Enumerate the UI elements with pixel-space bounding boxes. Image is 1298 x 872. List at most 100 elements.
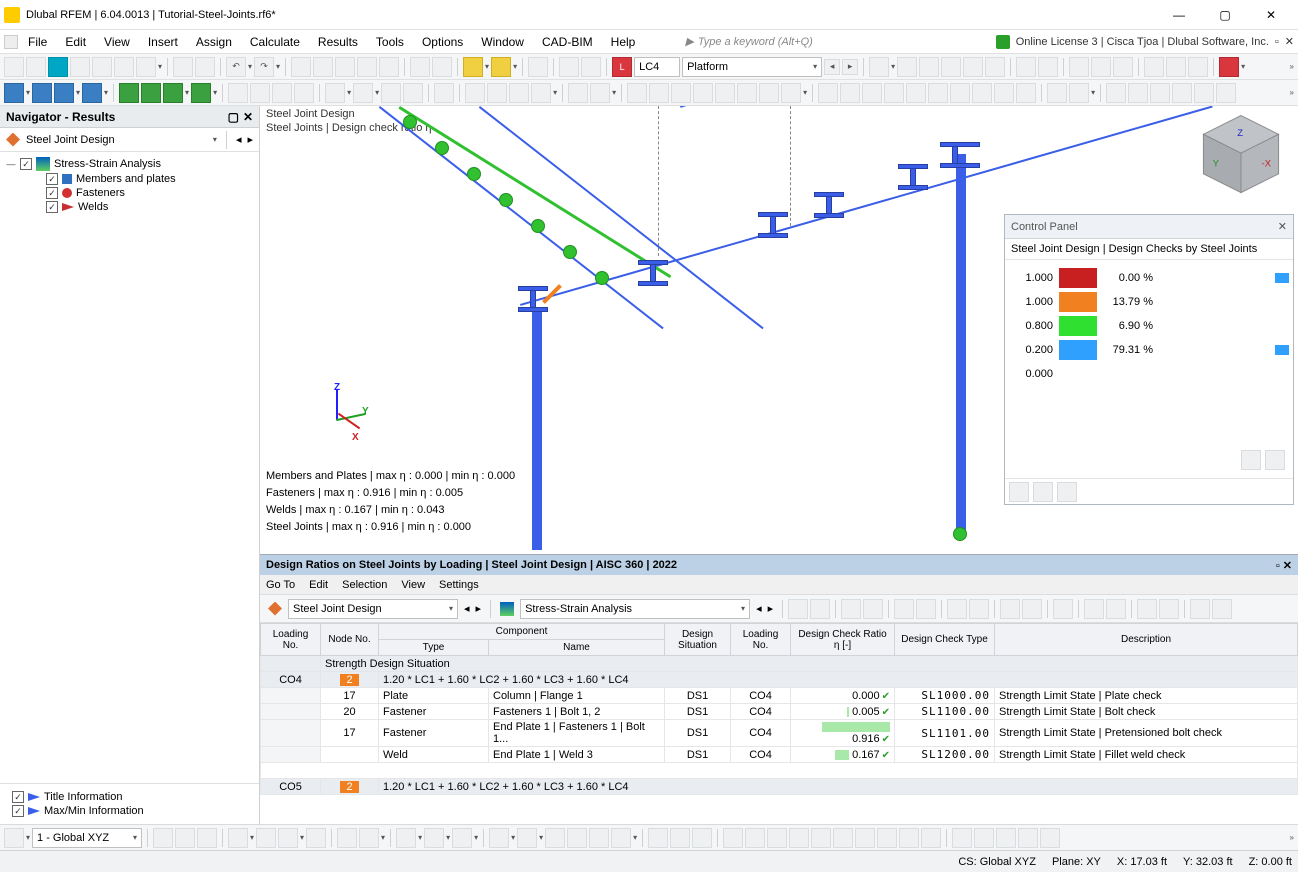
tb-icon[interactable] [568, 83, 588, 103]
tb-icon[interactable] [715, 83, 735, 103]
panel-tab-icon[interactable] [1009, 482, 1029, 502]
table-row[interactable]: 17FastenerEnd Plate 1 | Fasteners 1 | Bo… [261, 720, 1298, 747]
tb-icon[interactable] [1144, 57, 1164, 77]
menu-results[interactable]: Results [310, 33, 366, 51]
tb-icon[interactable] [611, 828, 631, 848]
prev-icon[interactable]: ◂ [464, 602, 470, 615]
tb-icon[interactable] [313, 57, 333, 77]
tb-icon[interactable] [396, 828, 416, 848]
restore-icon[interactable]: ▫ [1276, 560, 1280, 572]
results-table[interactable]: Loading No. Node No. Component Design Si… [260, 623, 1298, 826]
maximize-button[interactable]: ▢ [1202, 0, 1248, 30]
res-menu-settings[interactable]: Settings [439, 579, 479, 591]
tb-icon[interactable] [723, 828, 743, 848]
tb-icon[interactable] [1022, 599, 1042, 619]
tb-icon[interactable] [767, 828, 787, 848]
tb-icon[interactable] [1113, 57, 1133, 77]
tb-icon[interactable] [994, 83, 1014, 103]
tb-undo-icon[interactable]: ↶ [226, 57, 246, 77]
tb-icon[interactable] [781, 83, 801, 103]
tb-icon[interactable] [906, 83, 926, 103]
tb-icon[interactable] [4, 83, 24, 103]
tb-icon[interactable] [250, 83, 270, 103]
loadcase-combo-name[interactable]: Platform▾ [682, 57, 822, 77]
tb-icon[interactable] [693, 83, 713, 103]
tb-icon[interactable] [567, 828, 587, 848]
close-icon[interactable]: ✕ [243, 110, 253, 124]
tree-item-members[interactable]: ✓ Members and plates [4, 172, 255, 186]
tb-icon[interactable] [1016, 83, 1036, 103]
tb-icon[interactable] [884, 83, 904, 103]
tb-icon[interactable] [424, 828, 444, 848]
tb-icon[interactable] [996, 828, 1016, 848]
close-icon[interactable]: ✕ [1283, 560, 1292, 572]
menu-view[interactable]: View [96, 33, 138, 51]
tb-icon[interactable] [648, 828, 668, 848]
tb-icon[interactable] [963, 57, 983, 77]
menu-options[interactable]: Options [414, 33, 471, 51]
tb-icon[interactable] [745, 828, 765, 848]
tb-icon[interactable] [353, 83, 373, 103]
tb-icon[interactable] [897, 57, 917, 77]
tb-icon[interactable] [810, 599, 830, 619]
tb-icon[interactable] [869, 57, 889, 77]
res-menu-selection[interactable]: Selection [342, 579, 387, 591]
close-icon[interactable]: ✕ [1278, 220, 1287, 233]
tb-icon[interactable] [855, 828, 875, 848]
tb-icon[interactable] [841, 599, 861, 619]
tb-icon[interactable] [789, 828, 809, 848]
toolbar-overflow-icon[interactable]: » [1290, 62, 1294, 71]
tb-icon[interactable] [670, 828, 690, 848]
tb-icon[interactable] [1159, 599, 1179, 619]
tb-icon[interactable] [1069, 57, 1089, 77]
tb-icon[interactable] [1219, 57, 1239, 77]
tb-icon[interactable] [1018, 828, 1038, 848]
tree-item-welds[interactable]: ✓ Welds [4, 200, 255, 214]
keyword-search[interactable]: ▶ Type a keyword (Alt+Q) [685, 35, 813, 48]
tb-prev-icon[interactable]: ◂ [824, 59, 840, 75]
app-menu-icon[interactable] [4, 35, 18, 49]
table-row[interactable]: CO421.20 * LC1 + 1.60 * LC2 + 1.60 * LC3… [261, 672, 1298, 688]
tb-icon[interactable] [359, 828, 379, 848]
tb-icon[interactable] [452, 828, 472, 848]
tb-icon[interactable] [465, 83, 485, 103]
tb-save-icon[interactable] [114, 57, 134, 77]
col-ds[interactable]: Design Situation [665, 624, 731, 656]
tb-icon[interactable] [974, 828, 994, 848]
tree-root[interactable]: — ✓ Stress-Strain Analysis [4, 156, 255, 172]
pin-icon[interactable]: ▢ [228, 110, 239, 124]
tb-icon[interactable] [737, 83, 757, 103]
tb-icon[interactable] [941, 57, 961, 77]
prev-icon[interactable]: ◂ [236, 133, 242, 146]
tb-icon[interactable] [899, 828, 919, 848]
next-icon[interactable]: ▸ [247, 133, 253, 146]
tb-icon[interactable] [70, 57, 90, 77]
results-combo-1[interactable]: Steel Joint Design▾ [288, 599, 458, 619]
col-desc[interactable]: Description [995, 624, 1298, 656]
tb-icon[interactable] [559, 57, 579, 77]
tb-icon[interactable] [759, 83, 779, 103]
toolbar-overflow-icon[interactable]: » [1290, 88, 1294, 97]
tb-icon[interactable] [581, 57, 601, 77]
tb-icon[interactable] [862, 83, 882, 103]
tb-icon[interactable] [1188, 57, 1208, 77]
tb-icon[interactable] [877, 828, 897, 848]
tb-icon[interactable] [921, 828, 941, 848]
tree-item-fasteners[interactable]: ✓ Fasteners [4, 186, 255, 200]
prev-icon[interactable]: ◂ [756, 602, 762, 615]
tb-icon[interactable] [1053, 599, 1073, 619]
tb-print-icon[interactable] [136, 57, 156, 77]
tb-icon[interactable] [337, 828, 357, 848]
mdi-close-icon[interactable]: ✕ [1285, 35, 1294, 48]
tb-icon[interactable] [4, 828, 24, 848]
tb-icon[interactable] [985, 57, 1005, 77]
table-row[interactable] [261, 763, 1298, 779]
tb-icon[interactable] [228, 83, 248, 103]
table-row[interactable]: Strength Design Situation [261, 656, 1298, 672]
tb-icon[interactable] [928, 83, 948, 103]
mdi-restore-icon[interactable]: ▫ [1275, 36, 1279, 48]
tb-icon[interactable] [306, 828, 326, 848]
tb-icon[interactable] [54, 83, 74, 103]
tb-icon[interactable] [833, 828, 853, 848]
menu-window[interactable]: Window [473, 33, 532, 51]
